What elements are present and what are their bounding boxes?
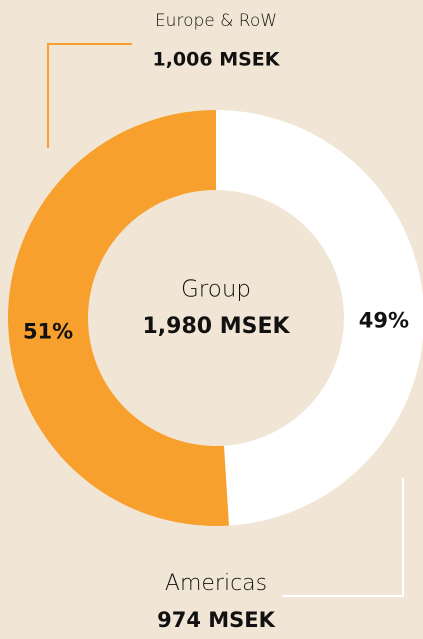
category-label: Americas — [165, 571, 267, 596]
value-label: 51% — [23, 319, 73, 343]
value-label: 49% — [359, 309, 409, 333]
category-label: Europe & RoW — [155, 11, 277, 31]
center-value: 1,980 MSEK — [142, 314, 290, 339]
amount-label: 1,006 MSEK — [152, 49, 280, 71]
slices — [7, 110, 423, 526]
center-label: Group — [181, 277, 251, 303]
leader-line — [47, 43, 132, 148]
amount-label: 974 MSEK — [157, 608, 276, 632]
slice — [7, 110, 230, 526]
leader-line — [282, 478, 404, 597]
slice — [216, 110, 423, 526]
